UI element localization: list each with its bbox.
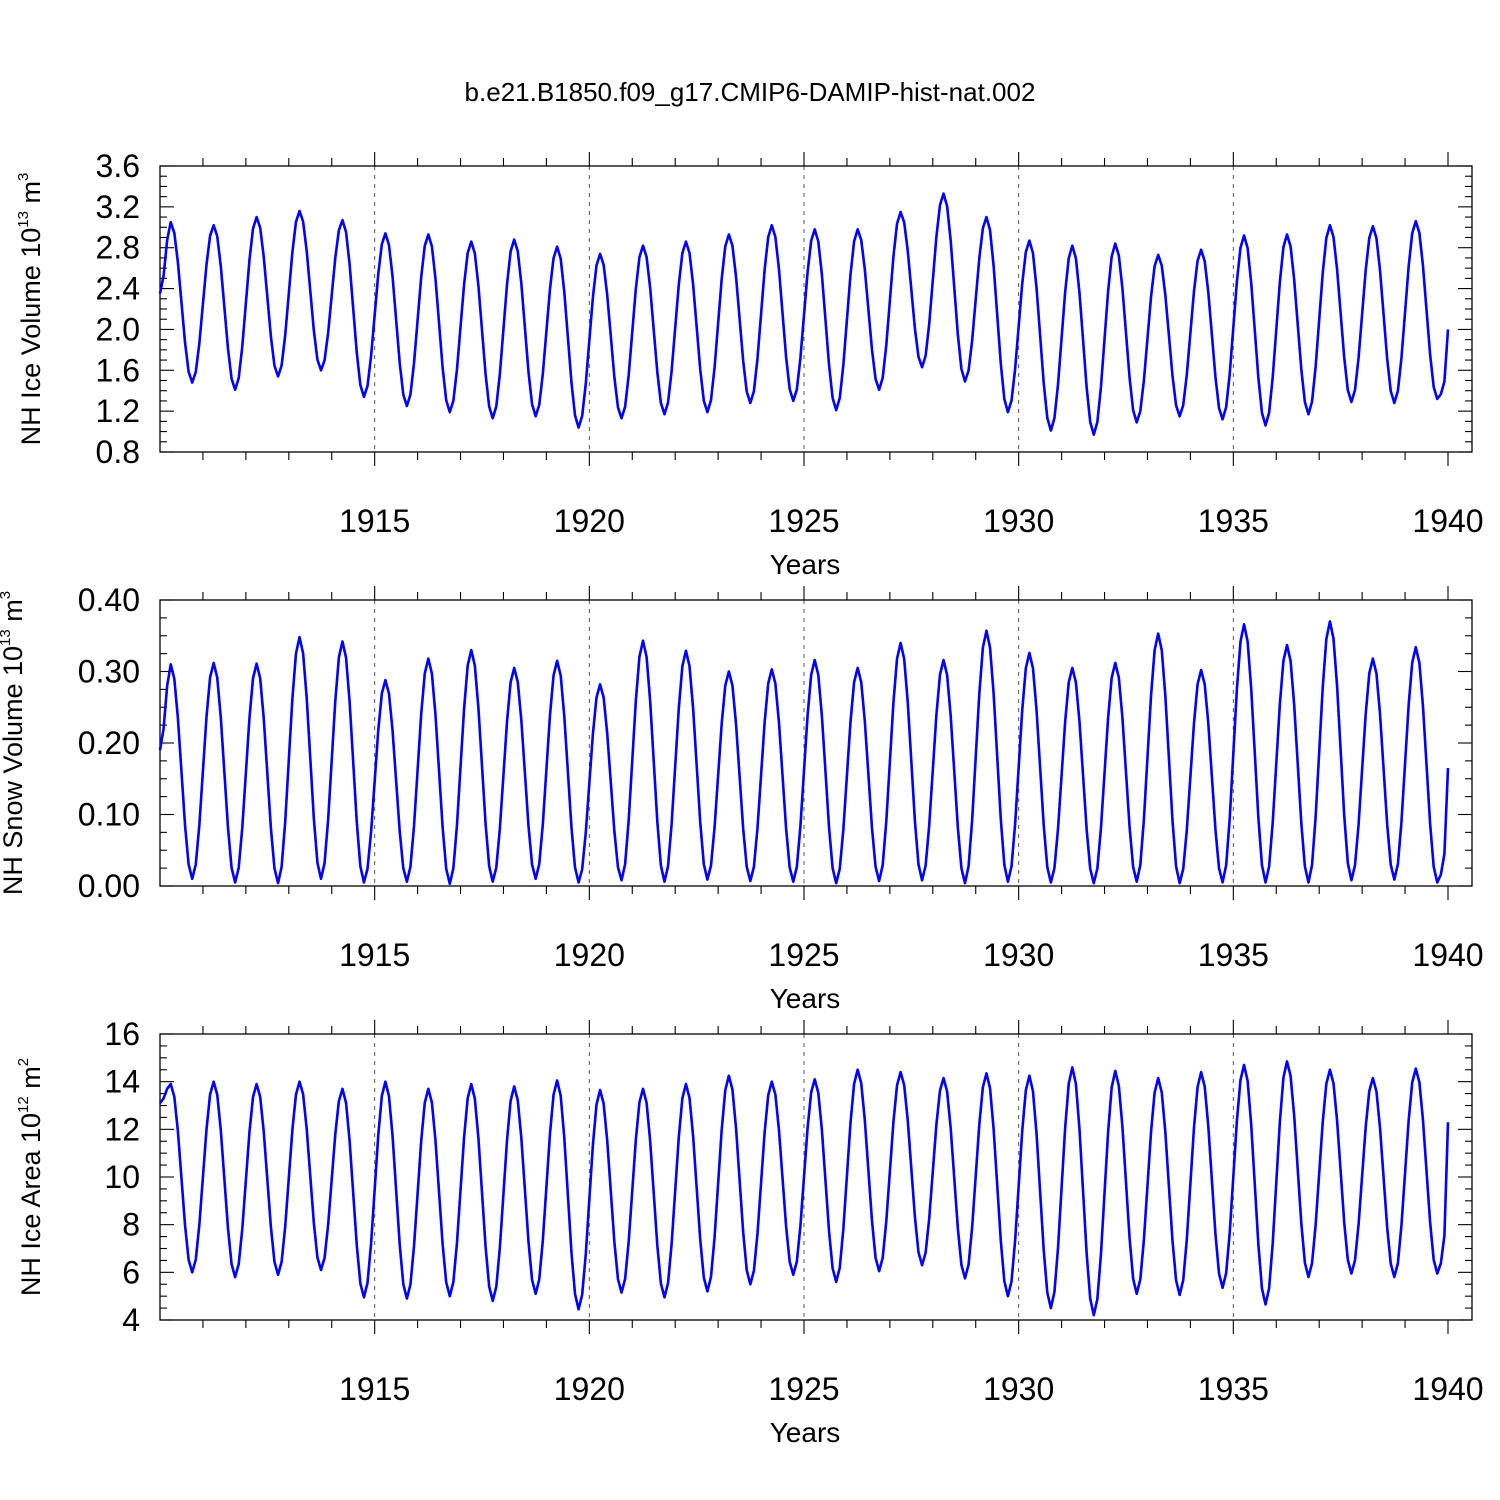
plot-frame [159, 1033, 1473, 1321]
x-tick-label: 1920 [554, 503, 625, 539]
x-tick-label: 1915 [339, 937, 410, 973]
x-tick-label: 1940 [1412, 503, 1483, 539]
panel-2: 0.00 0.10 0.20 0.30 0.40 1915 1920 1925 1930 1935… [0, 582, 1484, 1014]
y-tick-label: 3.6 [96, 148, 140, 184]
y-tick-label: 0.40 [78, 582, 140, 618]
y-tick-label: 10 [104, 1159, 140, 1195]
x-axis-label: Years [770, 549, 841, 580]
y-tick-label: 14 [104, 1064, 140, 1100]
x-tick-label: 1920 [554, 937, 625, 973]
y-tick-label: 0.20 [78, 725, 140, 761]
x-tick-label: 1930 [983, 1371, 1054, 1407]
x-tick-label: 1925 [768, 503, 839, 539]
panel-1: 0.8 1.2 1.6 2.0 2.4 2.8 3.2 3.6 1915 1920 1925 1930… [15, 148, 1484, 580]
plot-frame [159, 165, 1473, 453]
plot-frame [159, 599, 1473, 887]
x-tick-label: 1915 [339, 503, 410, 539]
y-tick-label: 0.8 [96, 434, 140, 470]
x-tick-label: 1940 [1412, 1371, 1483, 1407]
x-axis-label: Years [770, 1417, 841, 1448]
y-axis-label: NH Snow Volume 1013 m3 [0, 591, 28, 895]
y-tick-label: 8 [122, 1207, 140, 1243]
x-axis-label: Years [770, 983, 841, 1014]
y-tick-label: 12 [104, 1111, 140, 1147]
x-tick-label: 1940 [1412, 937, 1483, 973]
panels: 0.8 1.2 1.6 2.0 2.4 2.8 3.2 3.6 1915 1920 1925 1930… [0, 148, 1484, 1448]
x-tick-label: 1935 [1198, 1371, 1269, 1407]
y-tick-label: 4 [122, 1302, 140, 1338]
y-axis-label: NH Ice Area 1012 m2 [15, 1058, 46, 1296]
y-tick-label: 1.2 [96, 393, 140, 429]
y-axis-label: NH Ice Volume 1013 m3 [15, 173, 46, 446]
y-tick-label: 6 [122, 1254, 140, 1290]
y-tick-label: 0.30 [78, 654, 140, 690]
panel-3: 4 6 8 10 12 14 16 1915 1920 1925 1930 1935 1940 Years… [15, 1016, 1484, 1448]
y-tick-label: 3.2 [96, 189, 140, 225]
y-tick-label: 2.0 [96, 311, 140, 347]
x-tick-label: 1915 [339, 1371, 410, 1407]
x-tick-label: 1920 [554, 1371, 625, 1407]
y-tick-label: 0.10 [78, 797, 140, 833]
y-tick-label: 1.6 [96, 352, 140, 388]
x-tick-label: 1925 [768, 1371, 839, 1407]
figure-title: b.e21.B1850.f09_g17.CMIP6-DAMIP-hist-nat… [465, 77, 1036, 107]
y-tick-label: 16 [104, 1016, 140, 1052]
series-line [158, 620, 1450, 886]
x-tick-label: 1930 [983, 503, 1054, 539]
series-line [158, 1060, 1450, 1317]
x-tick-label: 1935 [1198, 503, 1269, 539]
x-tick-label: 1925 [768, 937, 839, 973]
y-tick-label: 2.4 [96, 271, 140, 307]
y-tick-label: 0.00 [78, 868, 140, 904]
x-tick-label: 1930 [983, 937, 1054, 973]
x-tick-label: 1935 [1198, 937, 1269, 973]
series-line [158, 192, 1450, 436]
y-tick-label: 2.8 [96, 230, 140, 266]
